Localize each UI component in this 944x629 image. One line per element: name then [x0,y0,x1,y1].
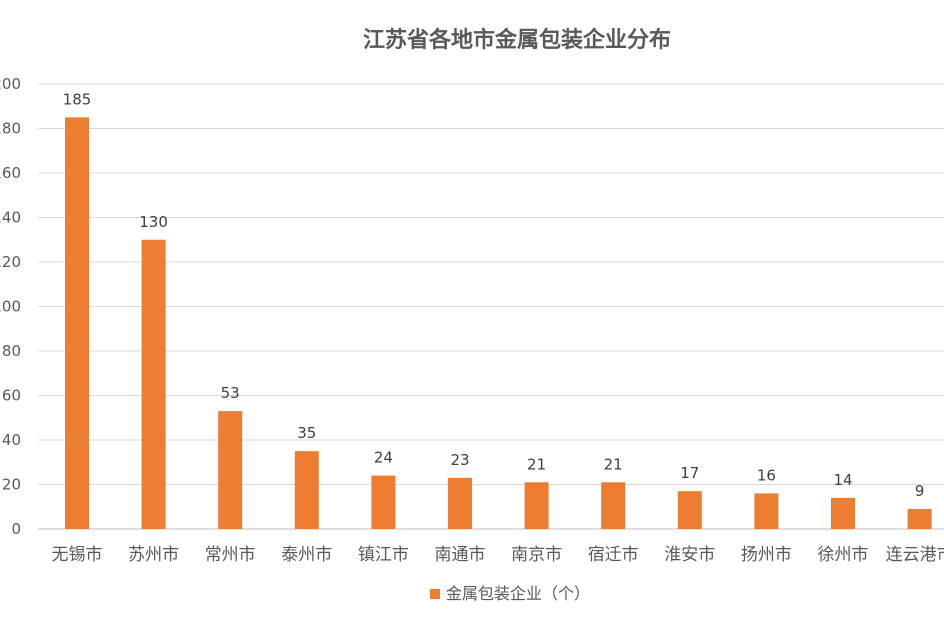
data-label: 53 [221,384,240,402]
category-label: 扬州市 [741,545,792,565]
category-label: 淮安市 [664,545,715,565]
category-label: 连云港市 [886,545,944,565]
category-label: 徐州市 [818,545,869,565]
data-label: 14 [833,471,852,489]
y-tick-label: 0 [11,520,21,538]
data-label: 24 [374,449,393,467]
data-label: 9 [915,482,925,500]
bar [524,482,549,529]
category-label: 镇江市 [358,545,409,565]
bar [141,239,166,529]
bar [677,491,702,529]
legend-swatch [430,589,440,599]
y-tick-label: 40 [2,431,21,449]
data-label: 23 [450,451,469,469]
category-label: 无锡市 [52,545,103,565]
y-tick-label: 60 [2,387,21,405]
bar [65,117,89,529]
bar [294,451,319,529]
y-tick-label: 180 [0,120,21,138]
category-label: 南通市 [435,545,486,565]
y-tick-label: 80 [2,342,21,360]
y-tick-label: 120 [0,253,21,271]
data-labels: 185 130 53 35 24 23 21 21 17 16 14 9 [63,90,925,500]
category-label: 常州市 [205,545,256,565]
y-tick-label: 20 [2,476,21,494]
category-label: 苏州市 [128,545,179,565]
data-label: 16 [757,466,776,484]
data-label: 21 [527,455,546,473]
data-label: 185 [63,90,92,108]
y-axis-ticks: 0 20 40 60 80 100 120 140 160 180 200 [0,75,21,538]
gridlines [38,83,944,530]
y-tick-label: 160 [0,164,21,182]
data-label: 130 [139,213,168,231]
y-tick-label: 200 [0,75,21,93]
category-label: 泰州市 [281,545,332,565]
y-tick-label: 100 [0,298,21,316]
data-label: 17 [680,464,699,482]
bar [754,493,779,529]
legend: 金属包装企业（个） [430,584,590,603]
category-label: 宿迁市 [588,545,639,565]
bar [218,411,243,529]
bar-series [65,117,932,529]
bar [371,475,396,529]
legend-label: 金属包装企业（个） [446,584,590,603]
y-tick-label: 140 [0,209,21,227]
category-label: 南京市 [511,545,562,565]
data-label: 35 [297,424,316,442]
bar [831,497,855,529]
bar [601,482,626,529]
chart-title: 江苏省各地市金属包装企业分布 [363,27,671,53]
bar [907,508,932,529]
x-axis-categories: 无锡市 苏州市 常州市 泰州市 镇江市 南通市 南京市 宿迁市 淮安市 扬州市 徐州市连云港市 [52,545,944,565]
bar [448,477,472,529]
data-label: 21 [604,455,623,473]
